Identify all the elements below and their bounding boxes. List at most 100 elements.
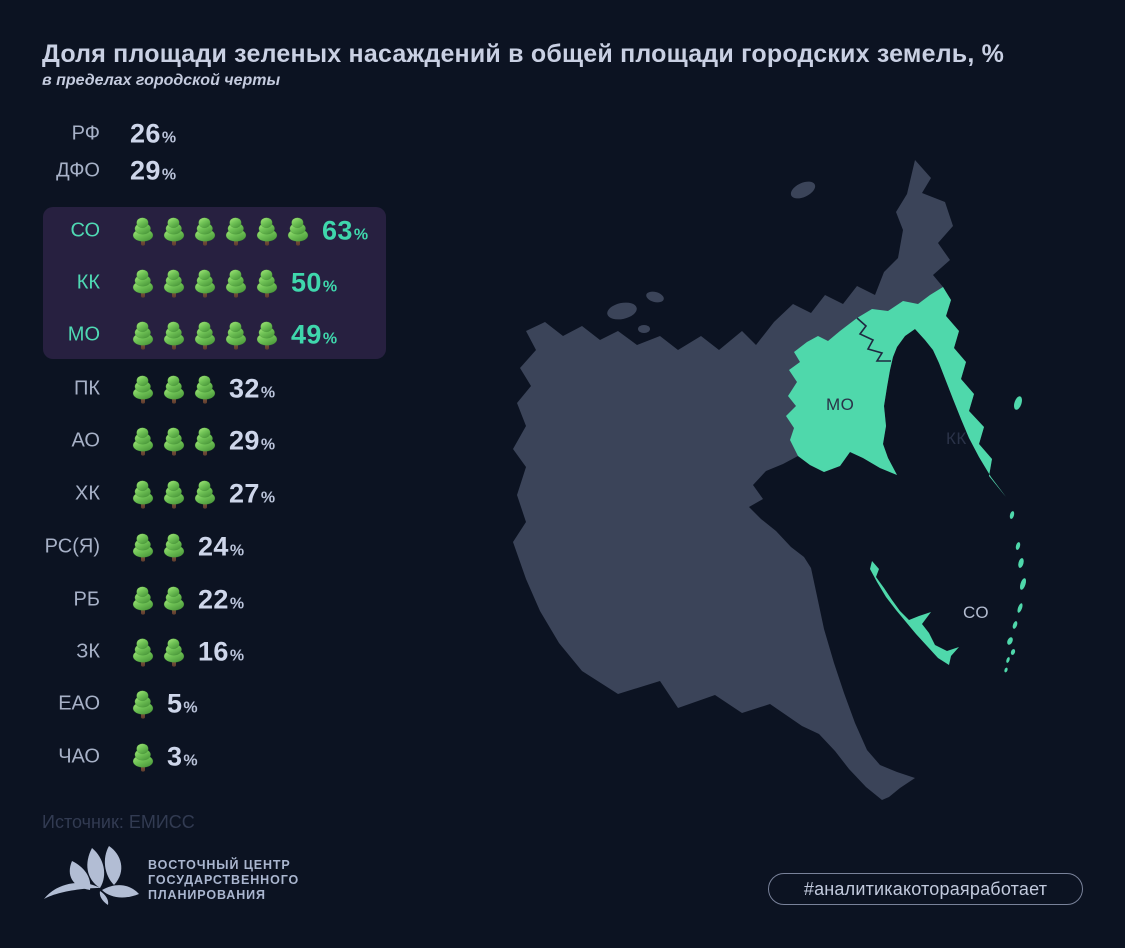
region-label: МО [67,323,100,346]
tree-icon [252,319,282,351]
company-logo-text: ВОСТОЧНЫЙ ЦЕНТР ГОСУДАРСТВЕННОГО ПЛАНИРОВА… [148,858,299,903]
tree-icon [159,531,189,563]
chart-row: РБ 22% [42,583,462,617]
tree-icon [128,688,158,720]
region-label: ХК [75,482,100,505]
chart-row: ХК 27% [42,477,462,511]
region-label: РФ [71,122,100,145]
page-subtitle: в пределах городской черты [42,72,281,89]
logo-text-line: ПЛАНИРОВАНИЯ [148,888,266,902]
highlight-region-mo-kk [786,287,1006,497]
tree-icons [128,636,189,668]
tree-icon [128,531,158,563]
source-note: Источник: ЕМИСС [42,812,195,832]
tree-icon [252,267,282,299]
chart-row: АО 29% [42,424,462,458]
tree-icon [128,373,158,405]
tree-icon [128,584,158,616]
chart-row: ЗК 16% [42,635,462,669]
region-label: ЧАО [58,745,100,768]
region-label: ЗК [76,640,100,663]
tree-icons [128,531,189,563]
tree-icons [128,319,282,351]
chart-row: РС(Я) 24% [42,530,462,564]
tree-icon [190,478,220,510]
tree-icon [283,215,313,247]
region-value: 50% [291,267,338,298]
map-label-so: СО [963,603,989,622]
fareast-map: МО КК СО [513,160,1027,800]
tree-icon [128,425,158,457]
map-label-mo: МО [826,395,854,414]
region-value: 5% [167,688,198,719]
tree-icon [190,215,220,247]
chart-row: КК 50% [42,266,462,300]
region-label: АО [71,429,100,452]
tree-icons [128,215,313,247]
region-value: 3% [167,741,198,772]
region-value: 29% [229,425,276,456]
region-label: КК [76,271,100,294]
region-value: 32% [229,373,276,404]
tree-icon [128,215,158,247]
tree-icon [190,319,220,351]
region-label: ЕАО [58,692,100,715]
region-label: ДФО [56,159,100,182]
region-label: РС(Я) [44,535,100,558]
tree-icon [159,425,189,457]
tree-icon [190,267,220,299]
page-title: Доля площади зеленых насаждений в общей … [42,40,1005,68]
tree-icons [128,478,220,510]
chart-row: МО 49% [42,318,462,352]
tree-icon [128,478,158,510]
tree-icon [128,267,158,299]
region-label: РБ [73,588,100,611]
region-value: 49% [291,319,338,350]
tree-icon [159,636,189,668]
chart-rows: РФ 26% ДФО 29% СО 63% КК 50% МО 49% ПК 32% АО 29% ХК 27… [42,0,482,800]
region-value: 29% [130,155,177,186]
tree-icon [159,319,189,351]
chart-row: ЕАО 5% [42,687,462,721]
tree-icon [128,741,158,773]
chart-row: ДФО 29% [42,154,462,188]
tree-icon [159,478,189,510]
logo-text-line: ВОСТОЧНЫЙ ЦЕНТР [148,858,291,872]
logo-text-line: ГОСУДАРСТВЕННОГО [148,873,300,887]
tree-icons [128,688,158,720]
region-value: 63% [322,215,369,246]
hashtag-badge: #аналитикакотораяработает [768,873,1083,905]
tree-icon [221,215,251,247]
chart-row: РФ 26% [42,117,462,151]
region-border-line [856,317,891,362]
map-label-kk: КК [946,429,967,448]
tree-icons [128,584,189,616]
region-value: 24% [198,531,245,562]
company-logo-lotus-icon [44,846,139,905]
tree-icon [221,267,251,299]
chart-row: ЧАО 3% [42,740,462,774]
tree-icons [128,267,282,299]
tree-icon [190,425,220,457]
tree-icon [159,373,189,405]
region-value: 26% [130,118,177,149]
region-value: 16% [198,636,245,667]
arctic-islands [607,181,816,333]
tree-icon [221,319,251,351]
tree-icon [128,319,158,351]
region-label: СО [70,219,100,242]
tree-icons [128,425,220,457]
tree-icons [128,741,158,773]
tree-icons [128,373,220,405]
tree-icon [128,636,158,668]
hashtag-text: #аналитикакотораяработает [803,878,1048,899]
region-label: ПК [73,377,100,400]
tree-icon [159,584,189,616]
top-regions-highlight-box [43,207,386,359]
highlight-region-so [870,561,959,665]
tree-icon [190,373,220,405]
tree-icon [252,215,282,247]
region-value: 27% [229,478,276,509]
region-value: 22% [198,584,245,615]
